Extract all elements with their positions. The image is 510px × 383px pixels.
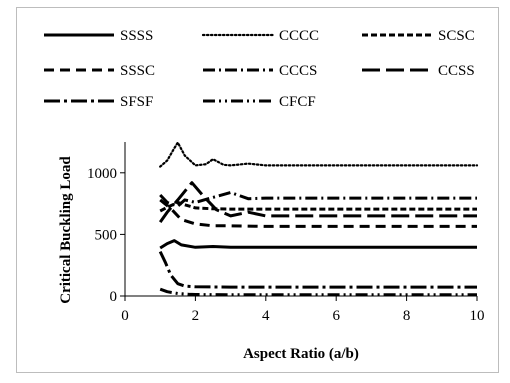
- series-line-ssss: [159, 239, 477, 250]
- x-tick-label: 2: [192, 308, 200, 324]
- x-tick-label: 6: [332, 308, 340, 324]
- series-line-cfcf: [159, 287, 477, 297]
- series-line-sfsf: [158, 250, 477, 289]
- legend-label-sssc: SSSC: [120, 63, 155, 79]
- y-tick-label: 0: [110, 289, 118, 305]
- y-axis-title: Critical Buckling Load: [58, 156, 74, 304]
- y-tick-label: 500: [95, 227, 118, 243]
- x-tick-label: 0: [121, 308, 129, 324]
- series-line-ccss: [158, 181, 477, 223]
- y-tick-label: 1000: [87, 166, 117, 182]
- plot-area: 0 2 4 6 8 10 0 500 1000: [87, 141, 485, 324]
- legend-label-sfsf: SFSF: [120, 94, 153, 110]
- x-tick-label: 4: [262, 308, 270, 324]
- legend-label-ssss: SSSS: [120, 28, 153, 44]
- series-line-cccc: [159, 141, 479, 168]
- x-axis-title: Aspect Ratio (a/b): [243, 346, 359, 362]
- legend-label-cccc: CCCC: [279, 28, 319, 44]
- legend: SSSS CCCC SCSC SSSC CCCS CCSS SFSF CFCF: [44, 28, 475, 110]
- chart-frame: [16, 7, 499, 373]
- legend-label-cfcf: CFCF: [279, 94, 316, 110]
- x-tick-label: 10: [470, 308, 485, 324]
- series-line-sssc: [159, 198, 477, 228]
- legend-label-scsc: SCSC: [438, 28, 475, 44]
- legend-label-cccs: CCCS: [279, 63, 317, 79]
- series-line-scsc: [159, 200, 477, 213]
- legend-label-ccss: CCSS: [438, 63, 475, 79]
- x-tick-label: 8: [403, 308, 411, 324]
- series-line-cccs: [159, 191, 477, 208]
